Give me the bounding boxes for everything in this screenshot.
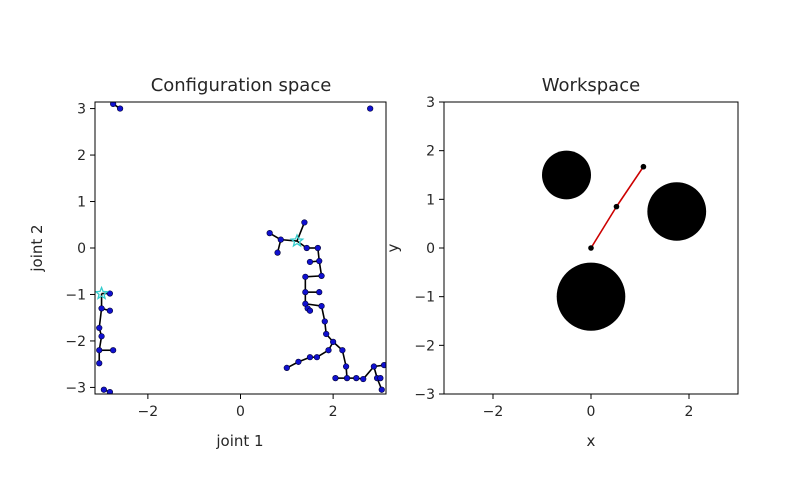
cspace-roadmap-node (360, 375, 367, 383)
workspace-y-tick-label: −3 (414, 387, 435, 403)
workspace-obstacle (556, 262, 626, 331)
cspace-roadmap-node (106, 290, 113, 297)
cspace-roadmap-node (266, 230, 273, 237)
workspace-x-axis-label: x (587, 432, 596, 450)
cspace-roadmap-node (306, 258, 314, 266)
cspace-roadmap-node (314, 244, 321, 252)
cspace-roadmap (95, 102, 386, 394)
workspace-y-tick-label: 3 (426, 95, 435, 111)
workspace-y-ticks: −3 −2 −1 0 1 2 3 (414, 95, 444, 403)
cspace-roadmap-node (96, 360, 103, 367)
workspace-arm-joint (588, 245, 594, 251)
cspace-roadmap-node (96, 347, 103, 354)
workspace-y-tick-label: 2 (426, 144, 435, 160)
cspace-roadmap-node (332, 375, 339, 382)
cspace-roadmap-node (377, 375, 384, 382)
cspace-roadmap-node (302, 273, 309, 280)
cspace-roadmap-node (106, 388, 113, 394)
cspace-roadmap-node (330, 338, 337, 345)
workspace-arm-joint (640, 163, 647, 170)
cspace-roadmap-node (316, 257, 323, 265)
cspace-roadmap-node (303, 244, 310, 252)
cspace-roadmap-node (316, 289, 323, 296)
cspace-roadmap-node (274, 249, 281, 256)
cspace-x-tick-label: 0 (236, 404, 245, 420)
cspace-roadmap-node (96, 324, 103, 332)
workspace-x-tick-label: −2 (483, 404, 504, 420)
cspace-roadmap-node (302, 289, 309, 296)
cspace-roadmap-edge (98, 308, 103, 329)
cspace-y-tick-label: −2 (65, 334, 86, 350)
cspace-roadmap-node (378, 386, 385, 393)
workspace-x-tick-label: 0 (587, 404, 596, 420)
cspace-y-ticks: −3 −2 −1 0 1 2 3 (65, 102, 95, 396)
workspace-arm-link (590, 206, 618, 249)
cspace-roadmap-node (277, 236, 284, 243)
cspace-x-axis-label: joint 1 (215, 432, 263, 450)
cspace-title: Configuration space (151, 75, 332, 96)
configuration-space-plot: Configuration space −2 0 2 −3 −2 −1 0 1 2 3 join… (28, 75, 387, 450)
workspace-x-tick-label: 2 (685, 404, 694, 420)
cspace-roadmap-node (98, 305, 105, 312)
cspace-y-tick-label: 2 (77, 148, 86, 164)
cspace-y-tick-label: −1 (65, 287, 86, 303)
cspace-start-marker (289, 233, 305, 248)
workspace-y-tick-label: 0 (426, 241, 435, 257)
workspace-y-tick-label: −1 (414, 290, 435, 306)
cspace-x-tick-label: 2 (329, 404, 338, 420)
cspace-roadmap-node (318, 302, 325, 310)
cspace-y-tick-label: 3 (77, 102, 86, 118)
cspace-roadmap-node (313, 354, 321, 361)
cspace-roadmap-node (100, 386, 107, 393)
cspace-roadmap-node (110, 102, 117, 108)
cspace-roadmap-node (106, 307, 113, 314)
cspace-y-tick-label: 0 (77, 241, 86, 257)
cspace-plot-area (95, 102, 386, 394)
workspace-plot-area (542, 150, 707, 331)
workspace-title: Workspace (542, 75, 640, 96)
cspace-roadmap-node (342, 363, 350, 370)
cspace-roadmap-node (318, 272, 325, 279)
workspace-arm-joint (613, 203, 620, 210)
workspace-obstacle (542, 150, 591, 200)
cspace-roadmap-node (98, 333, 105, 340)
cspace-x-ticks: −2 0 2 (138, 394, 338, 420)
cspace-goal-marker (95, 285, 109, 300)
cspace-roadmap-node (367, 105, 374, 112)
cspace-y-tick-label: 1 (77, 195, 86, 211)
cspace-roadmap-node (380, 362, 386, 369)
cspace-roadmap-node (343, 375, 351, 382)
workspace-y-axis-label: y (384, 243, 402, 252)
cspace-y-axis-label: joint 2 (28, 224, 46, 272)
workspace-y-tick-label: 1 (426, 192, 435, 208)
cspace-x-tick-label: −2 (138, 404, 159, 420)
cspace-roadmap-node (321, 318, 328, 325)
workspace-arm-link (615, 166, 645, 208)
cspace-roadmap-node (306, 354, 314, 361)
cspace-roadmap-node (116, 105, 124, 112)
cspace-roadmap-node (295, 358, 302, 365)
workspace-x-ticks: −2 0 2 (483, 394, 694, 420)
cspace-roadmap-node (353, 375, 360, 382)
cspace-roadmap-node (283, 364, 290, 372)
cspace-roadmap-node (323, 330, 330, 338)
cspace-roadmap-node (339, 347, 346, 354)
cspace-roadmap-node (301, 219, 308, 226)
cspace-roadmap-node (370, 363, 377, 370)
cspace-y-tick-label: −3 (65, 380, 86, 396)
cspace-roadmap-node (306, 307, 314, 314)
workspace-plot: Workspace −2 0 2 −3 −2 −1 0 1 2 3 x y (384, 75, 739, 450)
cspace-roadmap-node (325, 347, 332, 354)
workspace-obstacle (647, 182, 707, 241)
workspace-y-tick-label: −2 (414, 338, 435, 354)
cspace-roadmap-node (110, 347, 117, 354)
